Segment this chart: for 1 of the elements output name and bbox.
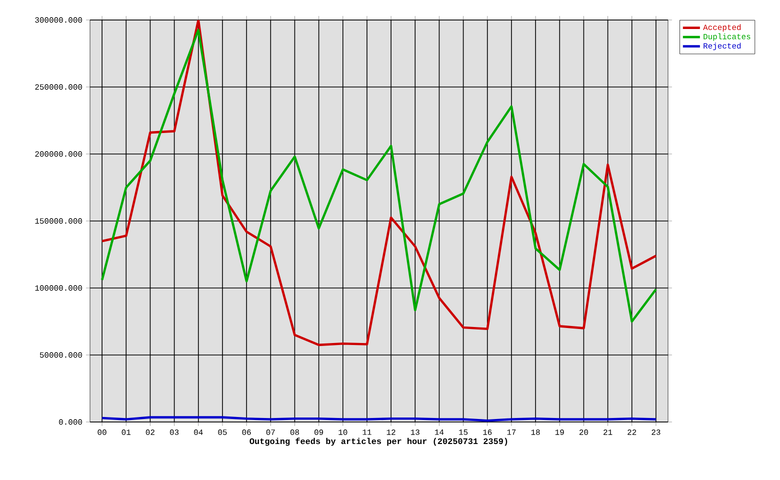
- x-axis-title: Outgoing feeds by articles per hour (20250731 2359): [250, 438, 508, 446]
